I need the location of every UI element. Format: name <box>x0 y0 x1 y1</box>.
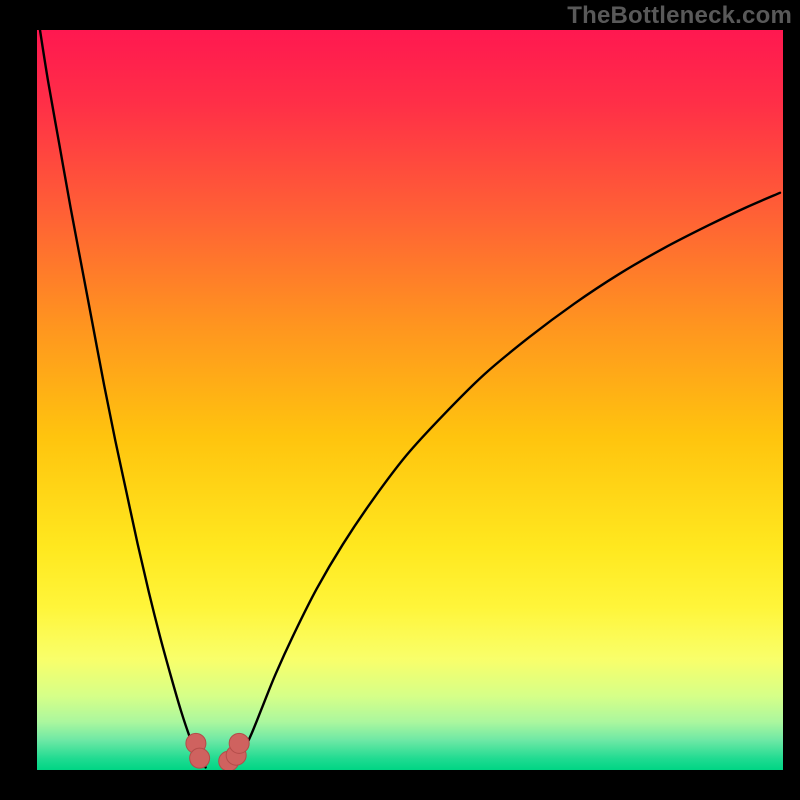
data-marker <box>190 748 210 768</box>
gradient-background <box>37 30 783 770</box>
bottleneck-chart <box>0 0 800 800</box>
frame-border <box>0 770 800 800</box>
watermark-text: TheBottleneck.com <box>567 2 792 30</box>
frame-border <box>783 0 800 800</box>
frame-border <box>0 0 37 800</box>
data-marker <box>229 733 249 753</box>
figure-container: TheBottleneck.com <box>0 0 800 800</box>
